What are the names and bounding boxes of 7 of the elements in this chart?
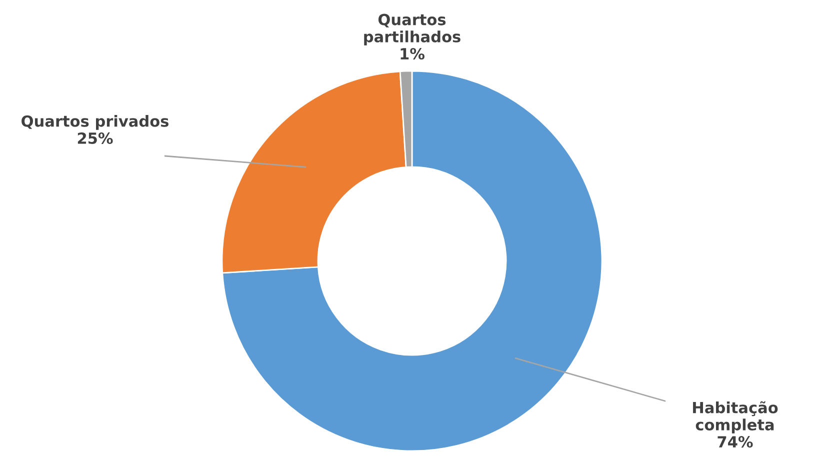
data-label: 1% <box>400 48 424 60</box>
data-label: 74% <box>718 436 753 448</box>
slice-label: Quartos partilhados <box>364 14 460 46</box>
slice-label: Quartos privados <box>22 115 168 130</box>
slice-label: Habitação completa <box>693 401 778 434</box>
data-label: 25% <box>78 132 113 144</box>
donut-slice <box>222 70 603 452</box>
